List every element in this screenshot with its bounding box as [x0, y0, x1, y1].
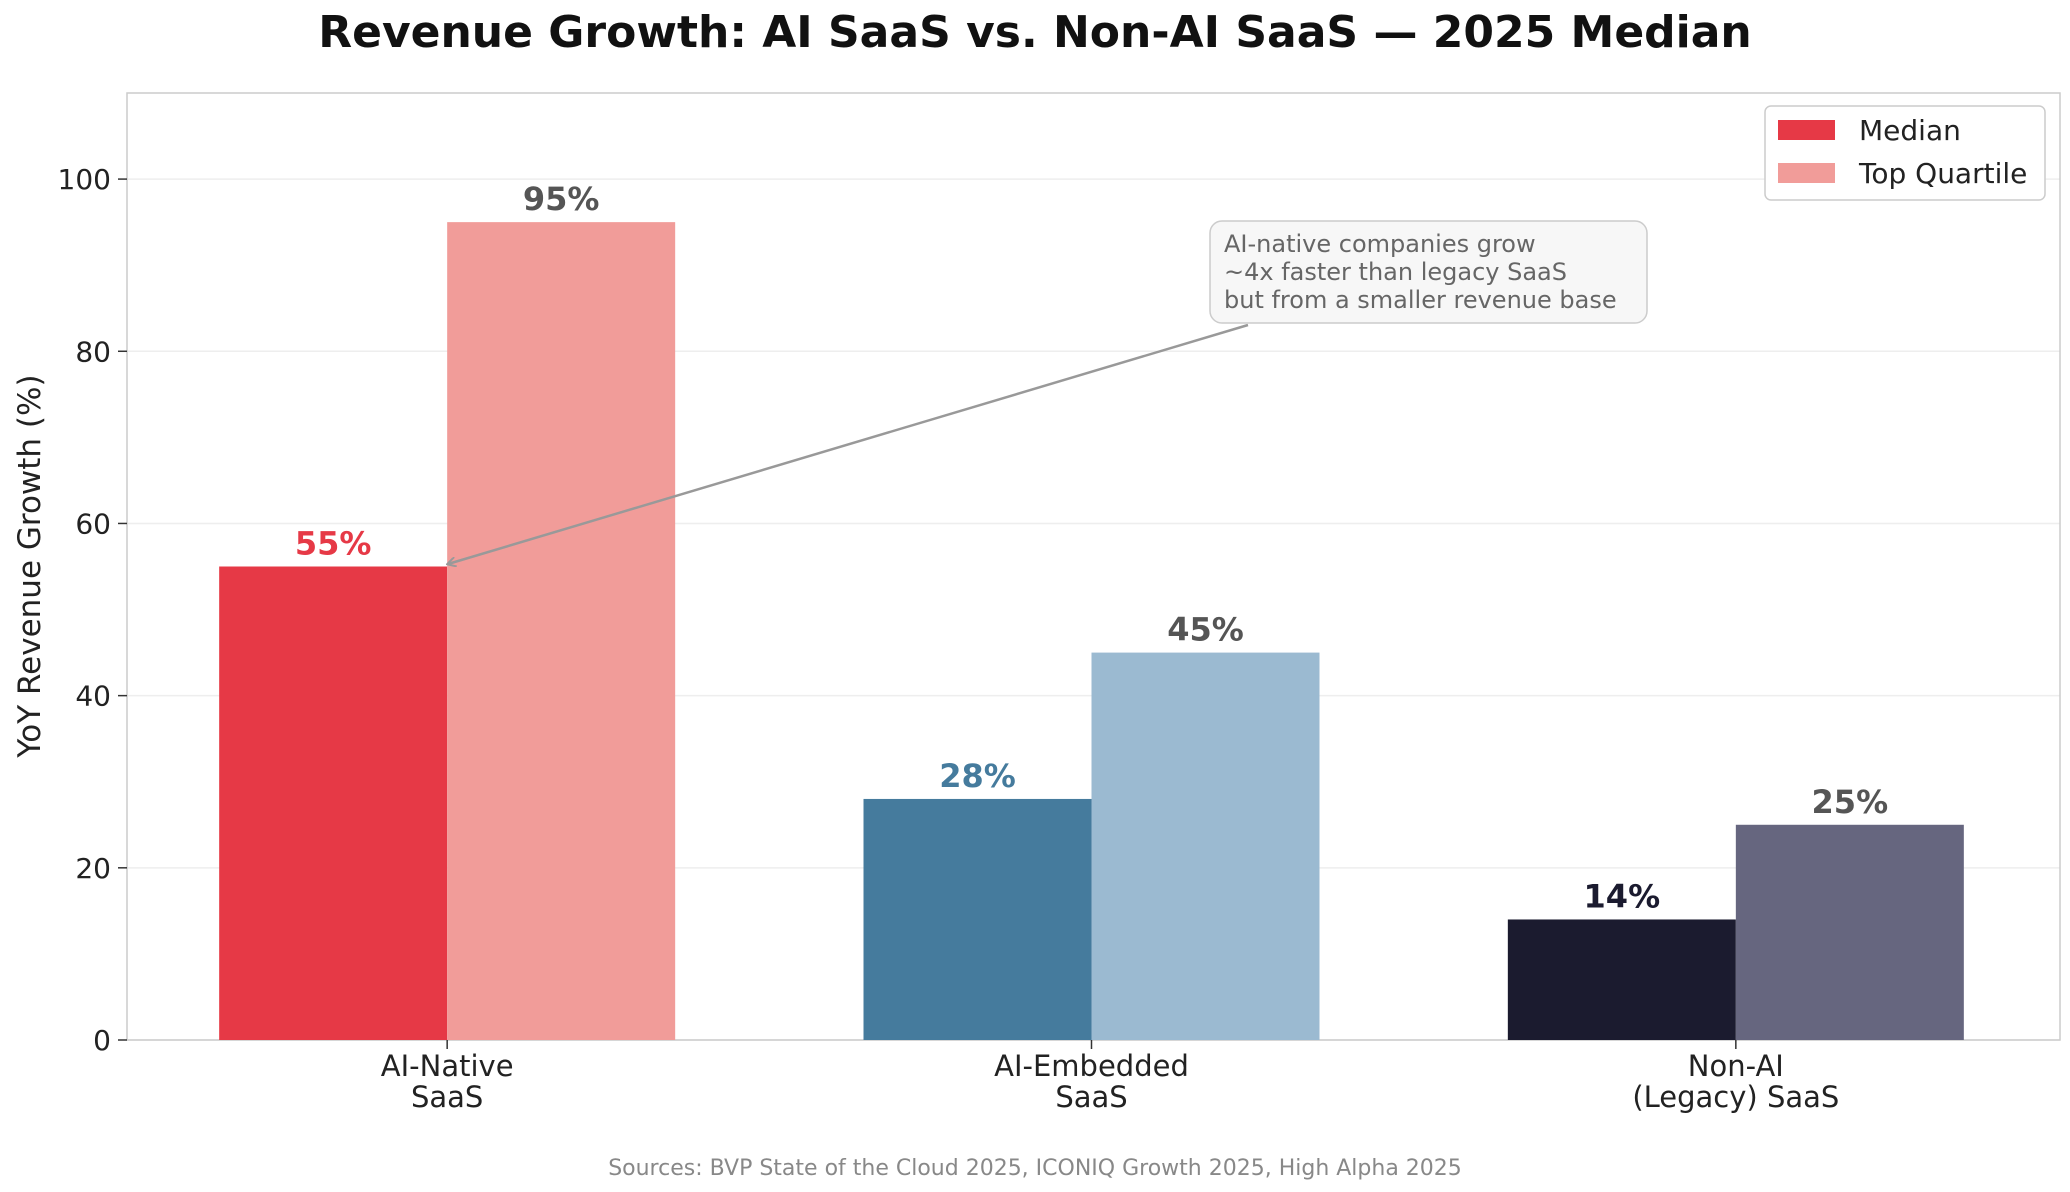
annotation-line-2: ~4x faster than legacy SaaS — [1224, 258, 1567, 286]
bar-value-label: 45% — [1167, 611, 1244, 649]
bar-median-non-ai-legacy-saas — [1507, 919, 1736, 1040]
annotation-arrow — [448, 323, 1249, 564]
y-axis-label: YoY Revenue Growth (%) — [12, 374, 48, 758]
legend: Median Top Quartile — [1764, 105, 2046, 201]
legend-swatch-top-quartile — [1778, 163, 1835, 183]
annotation-box — [1209, 220, 1648, 324]
x-tick-label: Non-AI — [1688, 1049, 1784, 1083]
legend-label-median: Median — [1859, 114, 1961, 147]
y-tick-label: 20 — [75, 852, 111, 885]
bar-value-label: 14% — [1584, 877, 1661, 915]
x-tick-label: SaaS — [411, 1080, 483, 1114]
bar-median-ai-native-saas — [219, 566, 448, 1040]
bar-top-quartile-non-ai-legacy-saas — [1735, 824, 1964, 1040]
y-tick-label: 100 — [58, 163, 111, 196]
bar-value-label: 95% — [523, 180, 600, 218]
y-tick-label: 0 — [93, 1024, 111, 1057]
annotation-line-1: AI-native companies grow — [1224, 230, 1536, 258]
bar-value-label: 25% — [1812, 783, 1889, 821]
y-tick-label: 60 — [75, 507, 111, 540]
chart-title: Revenue Growth: AI SaaS vs. Non-AI SaaS … — [318, 7, 1752, 58]
bar-top-quartile-ai-embedded-saas — [1091, 652, 1320, 1040]
source-note: Sources: BVP State of the Cloud 2025, IC… — [608, 1156, 1462, 1181]
bar-median-ai-embedded-saas — [863, 798, 1092, 1040]
annotation: AI-native companies grow ~4x faster than… — [448, 220, 1648, 564]
x-tick-label: (Legacy) SaaS — [1632, 1080, 1839, 1114]
x-tick-label: AI-Embedded — [994, 1049, 1189, 1083]
y-tick-label: 80 — [75, 335, 111, 368]
bar-value-label: 55% — [295, 525, 372, 563]
y-tick-label: 40 — [75, 680, 111, 713]
x-tick-label: AI-Native — [381, 1049, 514, 1083]
legend-swatch-median — [1778, 120, 1835, 140]
x-tick-label: SaaS — [1055, 1080, 1127, 1114]
annotation-line-3: but from a smaller revenue base — [1224, 286, 1617, 314]
legend-label-top-quartile: Top Quartile — [1858, 157, 2027, 190]
bar-value-label: 28% — [939, 757, 1016, 795]
bar-top-quartile-ai-native-saas — [447, 222, 676, 1041]
